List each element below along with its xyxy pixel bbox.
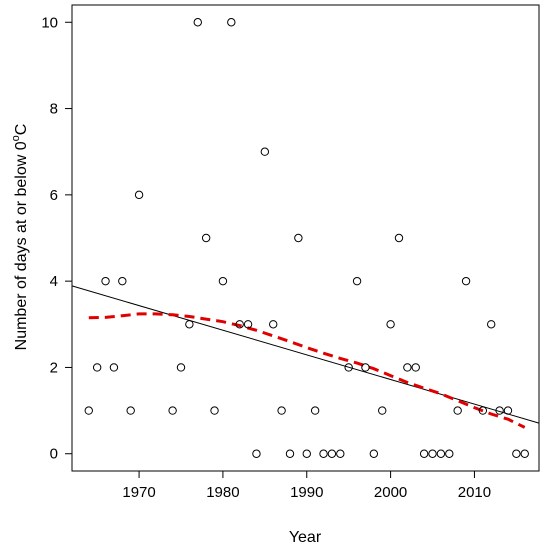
data-point (503, 406, 513, 415)
y-tick-label-4: 4 (50, 273, 58, 290)
plot-frame (71, 4, 540, 472)
linear-trend-line (71, 285, 540, 424)
data-point (168, 406, 177, 415)
data-point (92, 363, 102, 372)
data-point (252, 449, 261, 458)
x-tick-label-1990: 1990 (290, 484, 323, 501)
y-axis: 0 2 4 6 8 10 (41, 14, 72, 463)
smoothed-trend-curve (88, 312, 526, 429)
data-point (260, 147, 270, 156)
y-axis-title-unit: C (13, 124, 30, 136)
data-point (411, 363, 420, 372)
y-axis-title: Number of days at or below 0oC (10, 124, 30, 351)
data-point (176, 363, 186, 372)
data-point (118, 276, 127, 286)
data-point (227, 18, 236, 27)
data-point (310, 406, 320, 415)
data-point (378, 406, 387, 415)
y-tick-label-10: 10 (41, 14, 58, 31)
data-point (134, 190, 144, 200)
data-point (512, 449, 521, 458)
data-point (403, 363, 412, 372)
data-point (461, 276, 471, 286)
y-tick-label-8: 8 (50, 101, 58, 118)
data-point (218, 276, 228, 286)
data-point (302, 449, 311, 458)
data-point (185, 320, 194, 329)
data-points (84, 18, 529, 458)
x-tick-label-1980: 1980 (206, 484, 239, 501)
data-point (361, 363, 370, 372)
data-point (394, 233, 404, 243)
y-axis-title-degree: o (10, 135, 22, 141)
data-point (344, 363, 353, 372)
data-point (445, 449, 454, 458)
data-point (495, 406, 504, 415)
data-point (235, 320, 244, 329)
data-point (269, 320, 278, 329)
x-tick-label-1970: 1970 (122, 484, 155, 501)
data-point (285, 449, 295, 458)
data-point (478, 406, 488, 415)
y-tick-label-2: 2 (50, 359, 58, 376)
data-point (352, 276, 362, 286)
data-point (386, 320, 395, 329)
data-point (101, 276, 110, 286)
data-point (428, 449, 437, 458)
data-point (369, 449, 379, 458)
data-point (109, 363, 119, 372)
x-axis-title: Year (289, 529, 322, 546)
data-point (210, 406, 219, 415)
x-axis: 1970 1980 1990 2000 2010 (122, 471, 491, 501)
data-point (453, 406, 462, 415)
data-point (336, 449, 345, 458)
data-point (277, 406, 286, 415)
data-point (126, 406, 135, 415)
data-point (419, 449, 429, 458)
fit-lines (71, 285, 540, 429)
data-point (243, 320, 253, 329)
y-tick-label-0: 0 (50, 446, 58, 463)
data-point (327, 449, 337, 458)
data-point (520, 449, 529, 458)
y-tick-label-6: 6 (50, 187, 58, 204)
y-axis-title-main: Number of days at or below 0 (13, 141, 30, 350)
data-point (84, 406, 93, 415)
data-point (319, 449, 328, 458)
data-point (487, 320, 496, 329)
data-point (294, 233, 303, 243)
data-point (201, 233, 211, 243)
x-tick-label-2010: 2010 (458, 484, 491, 501)
data-point (436, 449, 446, 458)
x-tick-label-2000: 2000 (374, 484, 407, 501)
data-point (193, 18, 202, 27)
